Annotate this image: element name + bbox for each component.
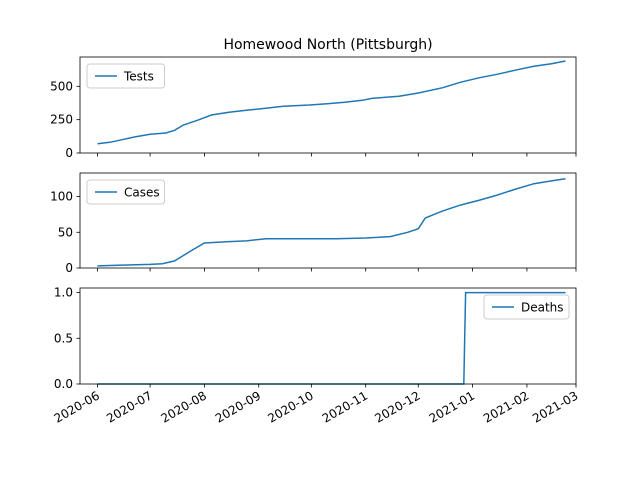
x-tick-label: 2020-07 [104, 388, 154, 425]
legend-box [86, 63, 165, 89]
series-line-tests [97, 60, 566, 145]
x-tick-label: 2020-06 [52, 388, 102, 425]
legend-label: Deaths [521, 301, 564, 315]
x-tick-label: 2021-02 [481, 388, 531, 425]
x-tick-label: 2020-10 [265, 388, 315, 425]
axes-frame [79, 172, 577, 269]
legend-label: Cases [124, 186, 160, 200]
x-tick-label: 2020-09 [213, 388, 263, 425]
legend-box [483, 294, 570, 320]
axes-frame [79, 56, 577, 154]
x-tick-label: 2020-11 [320, 388, 370, 425]
y-tick-label: 250 [50, 113, 73, 127]
panel-tests: 0 250 500 Tests [50, 56, 577, 160]
legend: Deaths [483, 294, 570, 320]
x-tick-label: 2021-01 [427, 388, 477, 425]
panel-cases: 0 50 100 Cases [50, 172, 577, 275]
y-tick-label: 0.5 [54, 331, 73, 345]
y-tick-label: 50 [58, 225, 73, 239]
y-tick-label: 0.0 [54, 377, 73, 391]
panels: 0 250 500 Tests 0 50 100 Cases 0.0 0.5 1.0 Deaths [50, 56, 577, 391]
x-axis: 2020-06 2020-07 2020-08 2020-09 2020-10 2020-… [52, 388, 581, 425]
y-tick-label: 1.0 [54, 286, 73, 300]
legend-box [86, 179, 165, 205]
legend: Cases [86, 179, 165, 205]
y-tick-label: 0 [65, 146, 73, 160]
axes-frame [79, 287, 577, 385]
legend: Tests [86, 63, 165, 89]
y-tick-label: 0 [65, 261, 73, 275]
x-tick-label: 2020-08 [159, 388, 209, 425]
x-tick-label: 2021-03 [530, 388, 580, 425]
panel-deaths: 0.0 0.5 1.0 Deaths [54, 286, 577, 391]
y-tick-label: 500 [50, 79, 73, 93]
x-tick-label: 2020-12 [372, 388, 422, 425]
legend-label: Tests [123, 70, 154, 84]
chart-title: Homewood North (Pittsburgh) [223, 37, 432, 53]
series-line-cases [97, 177, 566, 267]
y-tick-label: 100 [50, 190, 73, 204]
